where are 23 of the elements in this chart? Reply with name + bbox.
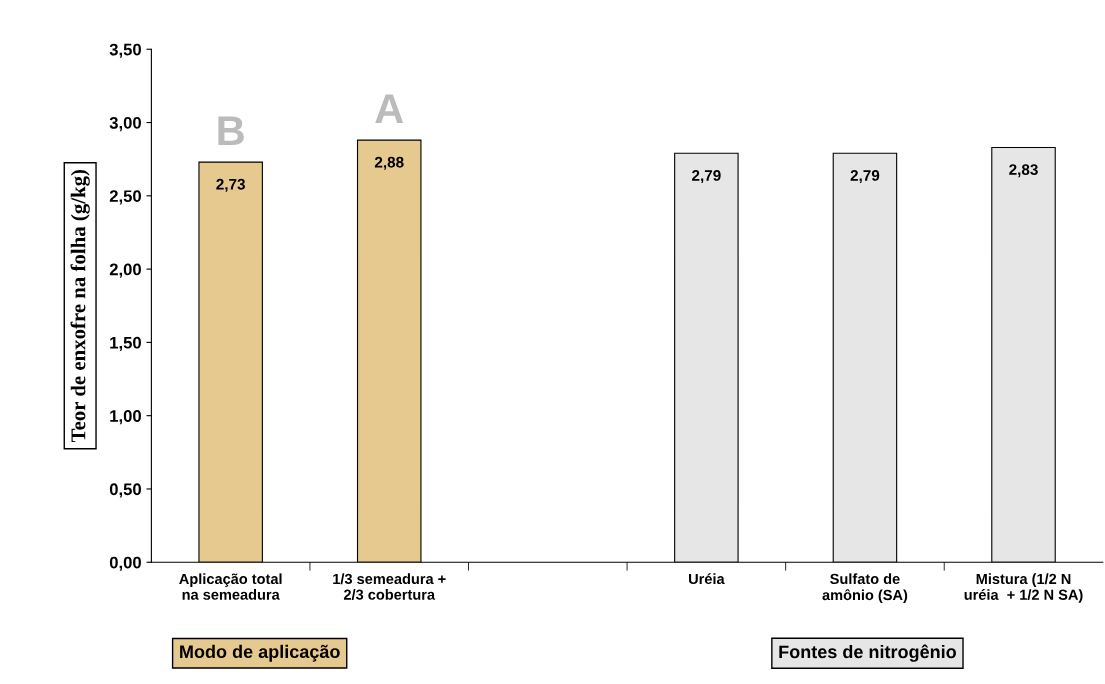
y-tick-label: 3,50 <box>109 43 141 58</box>
x-tick-label: Aplicação total na semeadura <box>179 573 282 600</box>
x-tick-label: 1/3 semeadura + 2/3 cobertura <box>333 573 446 600</box>
data-label: 2,88 <box>374 156 404 170</box>
text: Fontes de nitrogênio <box>779 644 956 662</box>
x-tick-label: Sulfato de amônio (SA) <box>822 573 908 604</box>
y-tick-label: 2,50 <box>109 190 141 205</box>
text: Modo de aplicação <box>180 644 340 662</box>
y-axis-title: Teor de enxofre na folha (g/kg) <box>70 169 90 443</box>
annotation: A <box>375 94 404 124</box>
y-tick-label: 0,00 <box>109 556 141 571</box>
y-tick-label: 0,50 <box>109 483 141 498</box>
y-tick-label: 1,00 <box>110 410 141 425</box>
data-label: 2,73 <box>216 178 245 192</box>
x-tick-label: Mistura (1/2 N uréia + 1/2 N SA) <box>964 573 1083 603</box>
x-tick-label: Uréia <box>689 573 725 585</box>
y-tick-label: 3,00 <box>109 116 141 132</box>
y-tick-label: 2,00 <box>109 263 141 278</box>
data-label: 2,79 <box>692 170 721 184</box>
data-label: 2,83 <box>1009 164 1038 178</box>
y-tick-label: 1,50 <box>110 336 141 352</box>
annotation: B <box>218 116 244 146</box>
data-label: 2,79 <box>850 170 880 184</box>
